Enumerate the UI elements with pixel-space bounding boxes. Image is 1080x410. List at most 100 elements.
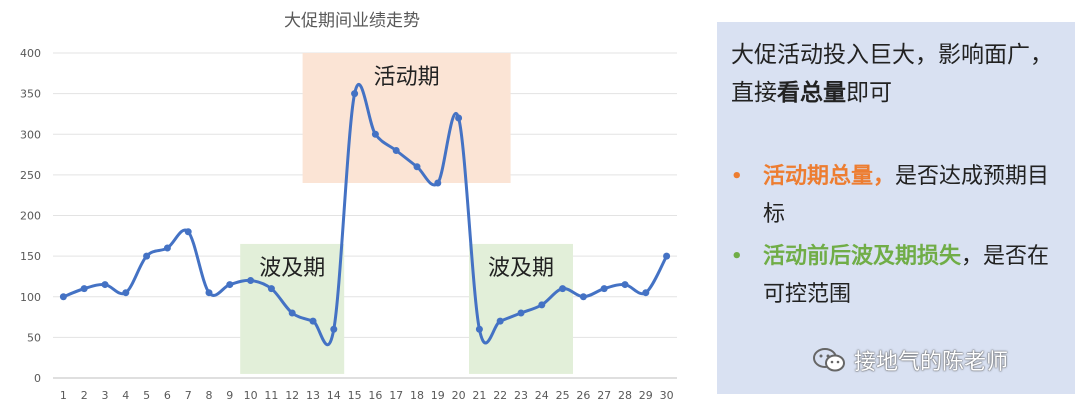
data-point [101,281,109,289]
y-tick-label: 200 [20,210,41,223]
data-point [663,252,671,260]
x-tick-label: 26 [576,389,590,402]
panel-bullets: • 活动期总量，是否达成预期目标 • 活动前后波及期损失，是否在可控范围 [731,158,1065,314]
watermark: 接地气的陈老师 [812,344,1008,376]
x-tick-label: 9 [226,389,233,402]
info-panel: 大促活动投入巨大，影响面广，直接看总量即可 • 活动期总量，是否达成预期目标 •… [717,22,1075,394]
data-point [496,317,504,325]
x-tick-label: 28 [618,389,632,402]
y-tick-label: 0 [34,372,41,385]
data-point [247,277,255,284]
data-point [184,228,192,236]
data-point [288,309,296,317]
watermark-text: 接地气的陈老师 [854,350,1009,375]
bullet-text: 活动期总量，是否达成预期目标 [763,158,1065,234]
x-tick-label: 17 [389,389,403,402]
bullet-rest: 是否达成预期目标 [763,164,1050,227]
y-tick-label: 300 [20,128,41,141]
x-tick-label: 27 [597,389,611,402]
x-tick-label: 20 [452,389,466,402]
x-axis: 1 2 3 4 5 6 7 8 9 10 11 12 13 14 15 16 17 18 19 20 21 22 23 24 2… [60,389,674,402]
data-point [59,293,67,301]
highlight-regions [240,53,573,374]
data-point [226,281,234,289]
x-tick-label: 6 [164,389,171,402]
bullet-spillover-loss: • 活动前后波及期损失，是否在可控范围 [731,238,1065,314]
data-point [455,114,463,122]
y-tick-label: 400 [20,47,41,60]
data-point [371,130,379,138]
panel-intro: 大促活动投入巨大，影响面广，直接看总量即可 [731,36,1065,112]
panel-intro-tail: 即可 [846,80,892,106]
x-tick-label: 16 [368,389,382,402]
panel-intro-text: 大促活动投入巨大，影响面广，直接 [731,42,1053,106]
x-tick-label: 10 [244,389,258,402]
data-point [392,147,400,154]
data-point [538,301,546,309]
data-point [434,179,442,187]
y-tick-label: 250 [20,169,41,182]
data-point [642,289,650,297]
bullet-dot: • [731,166,743,187]
data-point [579,293,587,301]
x-tick-label: 22 [493,389,507,402]
x-tick-label: 5 [143,389,150,402]
data-point [80,285,88,293]
bullet-rest: ，是否在可控范围 [763,244,1050,307]
region-label: 波及期 [488,256,554,281]
bullet-activity-total: • 活动期总量，是否达成预期目标 [731,158,1065,234]
x-tick-label: 15 [348,389,362,402]
x-tick-label: 25 [556,389,570,402]
x-tick-label: 2 [81,389,88,402]
chart-title: 大促期间业绩走势 [284,11,420,31]
region-label: 活动期 [374,65,440,90]
panel-intro-emphasis: 看总量 [777,80,846,106]
data-point [517,309,525,317]
data-point [143,252,151,260]
highlight-region [240,243,345,374]
x-tick-label: 1 [60,389,67,402]
bullet-dot: • [731,246,743,267]
bullet-emphasis: 活动前后波及期损失 [763,244,962,269]
data-point [267,285,275,293]
x-tick-label: 18 [410,389,424,402]
data-point [205,289,213,297]
x-tick-label: 24 [535,389,549,402]
region-label: 波及期 [259,256,325,281]
x-tick-label: 14 [327,389,341,402]
bullet-text: 活动前后波及期损失，是否在可控范围 [763,238,1065,314]
data-point [600,285,608,293]
data-point [351,90,359,98]
x-tick-label: 13 [306,389,320,402]
data-point [122,289,130,297]
x-tick-label: 21 [472,389,486,402]
wechat-icon [813,348,845,372]
highlight-region [302,53,511,183]
data-point [559,285,567,293]
y-tick-label: 150 [20,250,41,263]
y-tick-label: 50 [27,331,41,344]
x-tick-label: 23 [514,389,528,402]
data-point [413,163,421,171]
x-tick-label: 19 [431,389,445,402]
y-tick-label: 100 [20,291,41,304]
data-point [621,281,629,289]
y-tick-label: 350 [20,88,41,101]
data-point [309,317,317,325]
x-tick-label: 7 [185,389,192,402]
x-tick-label: 29 [639,389,653,402]
data-point [163,244,171,252]
bullet-emphasis: 活动期总量， [763,164,896,189]
highlight-region [469,243,573,374]
x-tick-label: 11 [264,389,278,402]
x-tick-label: 12 [285,389,299,402]
y-axis: 0 50 100 150 200 250 300 350 400 [20,47,41,385]
data-point [330,325,338,333]
data-point [475,325,483,333]
series-line [61,83,669,347]
x-tick-label: 30 [660,389,674,402]
x-tick-label: 8 [206,389,213,402]
data-points [59,90,671,333]
